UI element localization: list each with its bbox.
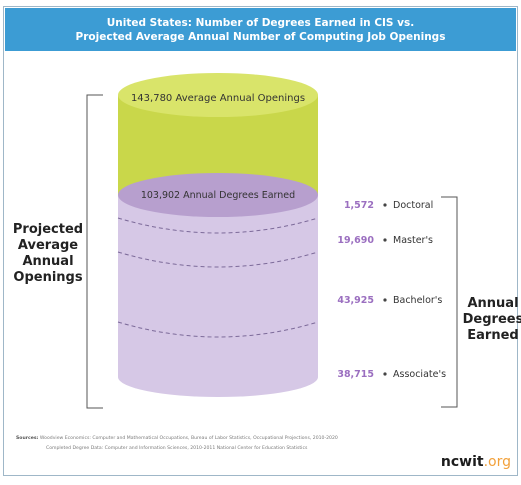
- left-label-line-1: Projected: [13, 222, 83, 237]
- segment-divider-1: [117, 217, 319, 234]
- left-label-line-4: Openings: [13, 270, 82, 285]
- segment-name-associates: Associate's: [393, 369, 446, 380]
- right-bracket: [441, 196, 458, 408]
- degrees-total-label: 103,902 Annual Degrees Earned: [141, 190, 295, 201]
- chart-title-line-1: United States: Number of Degrees Earned …: [106, 17, 415, 29]
- bullet-associates: [383, 372, 387, 376]
- logo-tld: .org: [483, 454, 511, 470]
- left-label-line-2: Average: [18, 238, 78, 253]
- chart-title-line-2: Projected Average Annual Number of Compu…: [75, 31, 446, 43]
- segment-divider-2: [117, 251, 319, 268]
- right-label-line-3: Earned: [467, 328, 518, 343]
- segment-value-bachelors: 43,925: [337, 295, 374, 306]
- bullet-bachelors: [383, 298, 387, 302]
- sources-note: Sources: Woodview Economics: Computer an…: [16, 434, 496, 454]
- segment-name-bachelors: Bachelor's: [393, 295, 442, 306]
- sources-label: Sources:: [16, 436, 39, 441]
- right-label-line-2: Degrees: [463, 312, 521, 327]
- segment-value-masters: 19,690: [337, 235, 374, 246]
- ncwit-logo: ncwit.org: [441, 454, 511, 470]
- segment-name-doctoral: Doctoral: [393, 200, 433, 211]
- bullet-doctoral: [383, 203, 387, 207]
- sources-line-2: Completed Degree Data: Computer and Info…: [46, 446, 308, 451]
- segment-divider-3: [117, 321, 319, 338]
- title-bar: United States: Number of Degrees Earned …: [5, 8, 516, 51]
- bullet-masters: [383, 238, 387, 242]
- degrees-cylinder-top: [118, 173, 318, 217]
- left-bracket: [86, 94, 103, 409]
- sources-line-1: Woodview Economics: Computer and Mathema…: [39, 436, 338, 441]
- segment-name-masters: Master's: [393, 235, 433, 246]
- logo-name: ncwit: [440, 454, 484, 470]
- degrees-cylinder-bottom: [118, 357, 318, 397]
- openings-cylinder-top: [118, 73, 318, 117]
- openings-total-label: 143,780 Average Annual Openings: [131, 93, 305, 104]
- segment-value-associates: 38,715: [337, 369, 374, 380]
- degrees-cylinder-body: [118, 195, 318, 377]
- left-label-line-3: Annual: [22, 254, 73, 269]
- right-label-line-1: Annual: [467, 296, 518, 311]
- segment-value-doctoral: 1,572: [344, 200, 374, 211]
